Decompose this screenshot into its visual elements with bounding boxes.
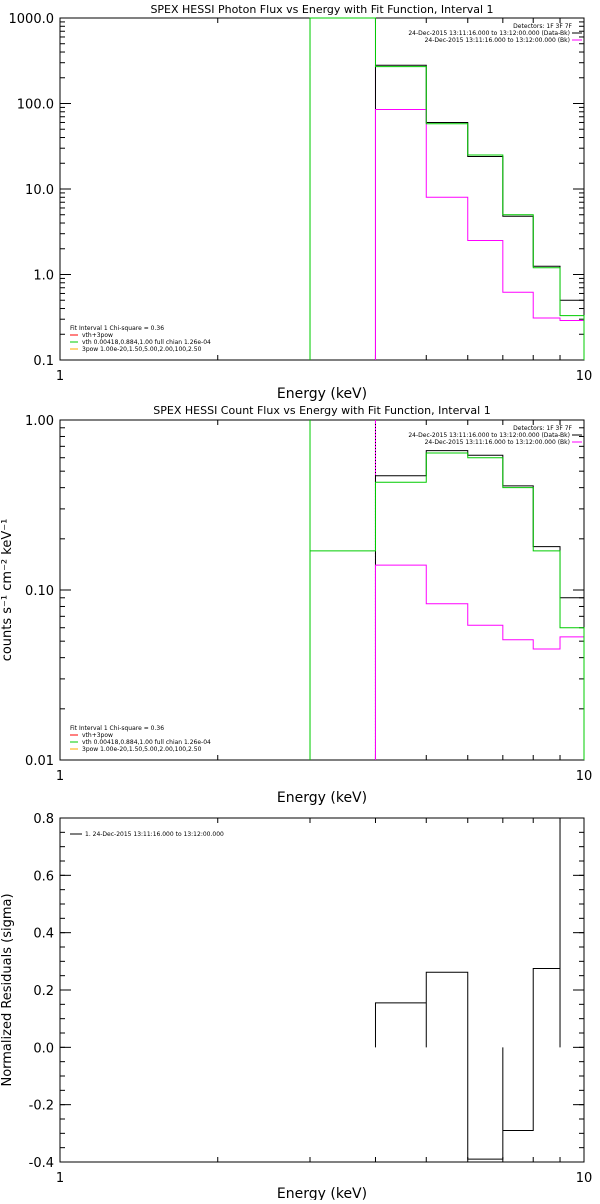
x-tick-label: 10 bbox=[576, 369, 593, 384]
step-series-2 bbox=[309, 17, 585, 360]
y-tick-label: 0.01 bbox=[25, 754, 54, 769]
step-series-2 bbox=[309, 452, 585, 760]
y-axis-label: counts s⁻¹ cm⁻² keV⁻¹ bbox=[0, 519, 15, 662]
legend-entry: vth+3pow bbox=[82, 732, 113, 739]
y-tick-label: -0.2 bbox=[29, 1099, 54, 1114]
y-tick-label: 0.10 bbox=[25, 584, 54, 599]
x-tick-label: 10 bbox=[576, 769, 593, 784]
legend-entry: vth+3pow bbox=[82, 332, 113, 339]
chart-title: SPEX HESSI Count Flux vs Energy with Fit… bbox=[153, 404, 490, 417]
x-axis-label: Energy (keV) bbox=[277, 1186, 367, 1200]
legend-entry: 24-Dec-2015 13:11:16.000 to 13:12:00.000… bbox=[408, 30, 570, 37]
legend-entry: 3pow 1.00e-20,1.50,5.00,2.00,100,2.50 bbox=[82, 746, 202, 753]
legend-fit-interval: Fit Interval 1 Chi-square = 0.36 bbox=[70, 325, 164, 332]
step-series-0 bbox=[374, 817, 585, 1160]
legend-detectors: Detectors: 1F 3F 7F bbox=[513, 23, 572, 30]
legend-entry: 3pow 1.00e-20,1.50,5.00,2.00,100,2.50 bbox=[82, 346, 202, 353]
chart-title: SPEX HESSI Photon Flux vs Energy with Fi… bbox=[150, 3, 493, 16]
x-axis-label: Energy (keV) bbox=[277, 386, 367, 402]
y-tick-label: 1.00 bbox=[25, 414, 54, 429]
y-tick-label: 0.8 bbox=[33, 812, 54, 827]
y-tick-label: 1000.0 bbox=[9, 12, 55, 27]
legend-entry: 24-Dec-2015 13:11:16.000 to 13:12:00.000… bbox=[408, 432, 570, 439]
legend-entry: 24-Dec-2015 13:11:16.000 to 13:12:00.000… bbox=[425, 439, 570, 446]
step-series-1 bbox=[374, 564, 585, 760]
x-axis-label: Energy (keV) bbox=[277, 790, 367, 806]
plot-frame bbox=[59, 817, 585, 1163]
y-tick-label: 0.2 bbox=[33, 984, 54, 999]
legend-fit-interval: Fit Interval 1 Chi-square = 0.36 bbox=[70, 725, 164, 732]
legend-detectors: Detectors: 1F 3F 7F bbox=[513, 425, 572, 432]
y-tick-label: 0.1 bbox=[33, 354, 54, 369]
x-tick-label: 1 bbox=[56, 1171, 64, 1186]
y-tick-label: 0.6 bbox=[33, 869, 54, 884]
plot-frame bbox=[59, 17, 585, 361]
x-tick-label: 1 bbox=[56, 369, 64, 384]
step-series-1 bbox=[374, 109, 585, 360]
y-tick-label: -0.4 bbox=[29, 1156, 54, 1171]
legend-entry: vth 0.00418,0.884,1.00 full chian 1.26e-… bbox=[82, 339, 211, 346]
y-tick-label: 0.0 bbox=[33, 1041, 54, 1056]
legend-entry: 1. 24-Dec-2015 13:11:16.000 to 13:12:00.… bbox=[85, 831, 224, 838]
y-tick-label: 100.0 bbox=[17, 98, 54, 113]
x-tick-label: 1 bbox=[56, 769, 64, 784]
y-tick-label: 0.4 bbox=[33, 927, 54, 942]
y-tick-label: 1.0 bbox=[33, 269, 54, 284]
y-tick-label: 10.0 bbox=[25, 183, 54, 198]
y-axis-label: Normalized Residuals (sigma) bbox=[0, 893, 15, 1086]
legend-entry: 24-Dec-2015 13:11:16.000 to 13:12:00.000… bbox=[425, 37, 570, 44]
plot-frame bbox=[59, 419, 585, 761]
step-series-0 bbox=[374, 450, 585, 760]
x-tick-label: 10 bbox=[576, 1171, 593, 1186]
legend-entry: vth 0.00418,0.884,1.00 full chian 1.26e-… bbox=[82, 739, 211, 746]
